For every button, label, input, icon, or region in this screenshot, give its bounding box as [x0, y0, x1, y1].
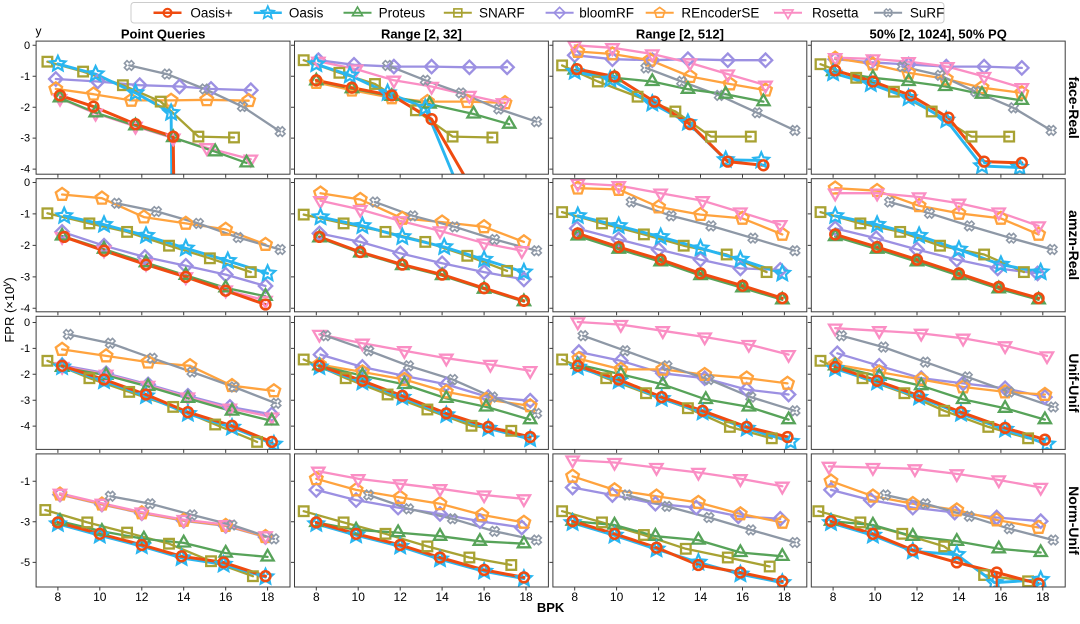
svg-text:16: 16 [994, 590, 1008, 604]
svg-text:8: 8 [830, 590, 837, 604]
svg-text:0: 0 [24, 177, 30, 189]
svg-text:18: 18 [261, 590, 275, 604]
svg-text:-2: -2 [20, 369, 30, 381]
svg-text:-1: -1 [20, 209, 30, 221]
svg-text:18: 18 [519, 590, 533, 604]
svg-text:12: 12 [652, 590, 666, 604]
svg-text:10: 10 [93, 590, 107, 604]
svg-text:14: 14 [694, 590, 708, 604]
svg-text:amzn-Real: amzn-Real [1066, 210, 1080, 280]
svg-text:0: 0 [24, 40, 30, 52]
svg-text:10: 10 [352, 590, 366, 604]
svg-text:-2: -2 [20, 102, 30, 114]
svg-text:18: 18 [778, 590, 792, 604]
svg-text:Range [2, 512]: Range [2, 512] [636, 27, 724, 42]
svg-text:14: 14 [952, 590, 966, 604]
svg-text:8: 8 [313, 590, 320, 604]
svg-text:16: 16 [477, 590, 491, 604]
svg-text:FPR (×10y): FPR (×10y) [1, 277, 18, 342]
svg-text:16: 16 [219, 590, 233, 604]
svg-text:50% [2, 1024], 50% PQ: 50% [2, 1024], 50% PQ [870, 27, 1007, 42]
svg-text:Proteus: Proteus [379, 5, 426, 20]
svg-text:12: 12 [394, 590, 408, 604]
svg-text:-3: -3 [20, 395, 30, 407]
svg-text:bloomRF: bloomRF [579, 5, 634, 20]
svg-text:BPK: BPK [537, 600, 565, 615]
svg-text:Rosetta: Rosetta [812, 5, 859, 20]
svg-text:-3: -3 [20, 516, 30, 528]
svg-text:Unif-Unif: Unif-Unif [1066, 353, 1080, 412]
svg-text:8: 8 [55, 590, 62, 604]
svg-text:0: 0 [24, 317, 30, 329]
svg-text:18: 18 [1036, 590, 1050, 604]
svg-text:12: 12 [135, 590, 149, 604]
svg-text:Range [2, 32]: Range [2, 32] [381, 27, 462, 42]
svg-text:-1: -1 [20, 71, 30, 83]
svg-text:-1: -1 [20, 476, 30, 488]
svg-text:16: 16 [736, 590, 750, 604]
svg-text:-4: -4 [20, 164, 30, 176]
svg-text:-5: -5 [20, 557, 30, 569]
svg-text:Oasis: Oasis [289, 5, 324, 20]
svg-text:14: 14 [435, 590, 449, 604]
svg-text:14: 14 [177, 590, 191, 604]
svg-text:12: 12 [910, 590, 924, 604]
svg-text:10: 10 [868, 590, 882, 604]
svg-text:-4: -4 [20, 421, 30, 433]
svg-text:REncoderSE: REncoderSE [681, 5, 759, 20]
svg-text:Point Queries: Point Queries [121, 27, 206, 42]
svg-text:face-Real: face-Real [1066, 77, 1080, 139]
svg-text:-2: -2 [20, 240, 30, 252]
svg-text:-3: -3 [20, 272, 30, 284]
svg-text:y: y [36, 24, 42, 38]
svg-text:Norm-Unif: Norm-Unif [1066, 486, 1080, 555]
svg-text:-4: -4 [20, 303, 30, 315]
svg-text:10: 10 [610, 590, 624, 604]
svg-text:Oasis+: Oasis+ [190, 5, 233, 20]
svg-text:-3: -3 [20, 133, 30, 145]
svg-text:SNARF: SNARF [479, 5, 525, 20]
svg-text:8: 8 [571, 590, 578, 604]
svg-text:SuRF: SuRF [910, 5, 945, 20]
svg-text:-1: -1 [20, 343, 30, 355]
